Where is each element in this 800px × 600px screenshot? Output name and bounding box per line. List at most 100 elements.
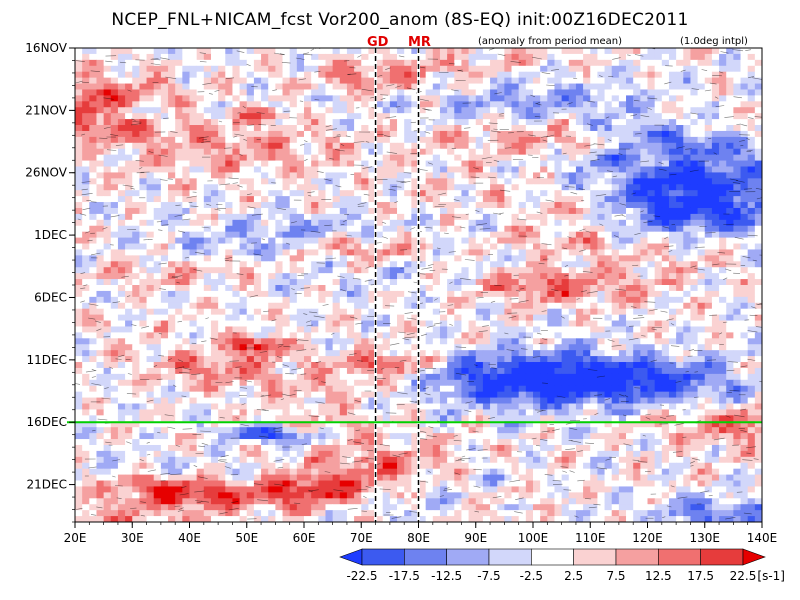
heatmap-cell [189,172,198,179]
heatmap-cell [117,142,126,150]
heatmap-cell [482,296,491,304]
heatmap-cell [132,196,140,203]
heatmap-cell [296,136,305,144]
heatmap-cell [239,207,248,215]
heatmap-cell [160,160,169,167]
heatmap-cell [511,249,520,256]
heatmap-cell [633,154,641,161]
heatmap-cell [604,166,613,173]
heatmap-cell [418,172,427,179]
heatmap-cell [261,59,269,67]
heatmap-cell [332,290,341,298]
heatmap-cell [239,225,248,233]
heatmap-cell [583,350,591,357]
heatmap-cell [218,326,226,333]
heatmap-cell [618,160,627,167]
heatmap-cell [96,154,105,161]
heatmap-cell [261,53,269,61]
heatmap-cell [261,125,269,132]
heatmap-cell [733,48,741,55]
heatmap-cell [432,196,441,203]
heatmap-cell [533,320,541,327]
heatmap-cell [196,142,205,150]
heatmap-cell [239,119,248,126]
heatmap-cell [103,59,112,67]
heatmap-cell [304,148,312,156]
heatmap-cell [547,65,555,73]
heatmap-cell [683,350,691,357]
heatmap-cell [304,243,312,250]
heatmap-cell [633,89,641,96]
heatmap-cell [447,237,455,244]
heatmap-cell [640,285,648,292]
heatmap-cell [661,202,670,209]
heatmap-cell [668,249,677,256]
heatmap-cell [389,160,398,167]
heatmap-cell [160,48,169,55]
heatmap-cell [361,273,369,280]
heatmap-cell [160,59,169,67]
heatmap-cell [540,326,548,333]
heatmap-cell [647,148,656,156]
heatmap-cell [754,261,762,268]
heatmap-cell [253,285,262,292]
heatmap-cell [175,219,183,227]
heatmap-cell [447,113,455,120]
heatmap-cell [368,77,376,84]
heatmap-cell [525,302,534,310]
heatmap-cell [153,302,162,310]
heatmap-cell [497,207,505,215]
heatmap-cell [146,136,155,144]
heatmap-cell [733,243,741,250]
heatmap-cell [117,65,126,73]
heatmap-cell [719,77,727,84]
heatmap-cell [139,130,147,138]
heatmap-cell [719,130,727,138]
heatmap-cell [597,267,605,274]
heatmap-cell [604,207,613,215]
heatmap-cell [618,237,627,244]
heatmap-cell [225,160,233,167]
heatmap-cell [382,125,391,132]
heatmap-cell [82,172,90,179]
heatmap-cell [511,113,520,120]
heatmap-cell [611,125,620,132]
heatmap-cell [604,285,613,292]
heatmap-cell [203,160,212,167]
heatmap-cell [325,172,334,179]
heatmap-cell [239,314,248,321]
heatmap-cell [668,338,677,345]
heatmap-cell [640,202,648,209]
heatmap-cell [346,350,355,357]
heatmap-cell [110,338,119,345]
heatmap-cell [640,308,648,316]
heatmap-cell [246,237,255,244]
heatmap-cell [583,273,591,280]
heatmap-cell [497,279,505,286]
heatmap-cell [661,83,670,90]
heatmap-cell [525,225,534,233]
heatmap-cell [203,83,212,90]
heatmap-cell [210,332,219,339]
heatmap-cell [268,190,276,197]
heatmap-cell [533,77,541,84]
heatmap-cell [175,166,183,173]
heatmap-cell [504,172,512,179]
heatmap-cell [425,166,434,173]
heatmap-cell [289,332,298,339]
heatmap-cell [461,308,469,316]
heatmap-cell [304,83,312,90]
heatmap-cell [525,107,534,114]
heatmap-cell [132,302,140,310]
heatmap-cell [618,136,627,144]
heatmap-cell [175,190,183,197]
heatmap-cell [325,332,334,339]
heatmap-cell [726,107,734,114]
heatmap-cell [518,261,527,268]
heatmap-cell [261,314,269,321]
heatmap-cell [404,213,412,221]
heatmap-cell [339,231,348,238]
heatmap-cell [196,314,205,321]
heatmap-cell [103,101,112,108]
heatmap-cell [540,231,548,238]
